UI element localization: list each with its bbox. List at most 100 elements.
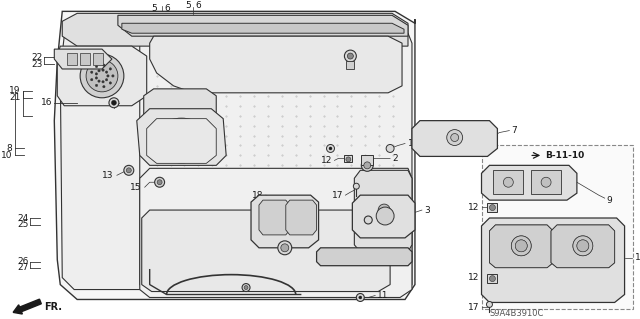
Bar (67, 53, 77, 65)
Text: S9A4B3910C: S9A4B3910C (490, 309, 544, 318)
Polygon shape (144, 89, 216, 140)
Polygon shape (551, 225, 614, 268)
Bar (531, 170, 561, 194)
Circle shape (90, 78, 93, 81)
Text: 3: 3 (424, 205, 429, 215)
Bar (488, 203, 497, 212)
Circle shape (362, 160, 373, 171)
Bar (346, 61, 355, 69)
Polygon shape (286, 200, 317, 235)
Text: 27: 27 (17, 263, 28, 272)
Circle shape (490, 276, 495, 282)
Polygon shape (353, 195, 415, 238)
Circle shape (106, 78, 108, 81)
Text: 24: 24 (17, 213, 28, 223)
Polygon shape (412, 121, 497, 156)
Text: 16: 16 (41, 98, 52, 107)
Circle shape (95, 73, 97, 75)
Text: 13: 13 (102, 171, 114, 180)
Text: 11: 11 (377, 291, 388, 300)
Polygon shape (481, 165, 577, 200)
Text: 17: 17 (468, 303, 479, 312)
Bar (344, 155, 353, 162)
Text: 6: 6 (164, 4, 170, 13)
Text: 16: 16 (362, 44, 374, 53)
Polygon shape (60, 26, 408, 290)
Polygon shape (118, 15, 408, 36)
Text: 10: 10 (1, 151, 13, 160)
Circle shape (107, 75, 109, 77)
Text: 14: 14 (261, 276, 273, 285)
Circle shape (109, 82, 111, 84)
Circle shape (98, 70, 100, 72)
Circle shape (573, 236, 593, 256)
Circle shape (126, 168, 131, 173)
Circle shape (515, 240, 527, 252)
Text: 19: 19 (9, 86, 20, 95)
Polygon shape (140, 33, 412, 292)
Polygon shape (317, 248, 412, 266)
Circle shape (80, 54, 124, 98)
Circle shape (447, 130, 463, 145)
Polygon shape (355, 170, 412, 252)
Polygon shape (490, 225, 553, 268)
Circle shape (386, 145, 394, 152)
Circle shape (364, 162, 371, 169)
Circle shape (102, 81, 104, 83)
Text: 15: 15 (130, 183, 141, 192)
Circle shape (326, 145, 335, 152)
Circle shape (486, 301, 492, 308)
Polygon shape (54, 49, 112, 69)
Text: FR.: FR. (44, 302, 62, 312)
Polygon shape (490, 225, 553, 268)
Text: 2: 2 (392, 154, 397, 163)
Text: 5: 5 (186, 1, 191, 10)
Text: 6: 6 (195, 1, 201, 10)
Polygon shape (141, 210, 390, 292)
Circle shape (353, 183, 359, 189)
Text: 4: 4 (152, 273, 157, 282)
Text: 1: 1 (634, 253, 640, 262)
Circle shape (348, 53, 353, 59)
Circle shape (90, 71, 93, 73)
Circle shape (364, 216, 372, 224)
Bar (488, 274, 497, 283)
Circle shape (112, 75, 114, 77)
Circle shape (157, 180, 162, 185)
Circle shape (515, 240, 527, 252)
Circle shape (346, 157, 351, 162)
Polygon shape (150, 36, 402, 93)
Circle shape (577, 240, 589, 252)
Circle shape (86, 60, 118, 92)
Bar (481, 145, 632, 309)
Circle shape (102, 69, 104, 71)
Circle shape (378, 204, 390, 216)
Bar (80, 53, 90, 65)
Circle shape (451, 134, 459, 142)
Circle shape (329, 147, 332, 150)
Circle shape (111, 100, 116, 105)
Polygon shape (140, 168, 412, 298)
Circle shape (541, 177, 551, 187)
Circle shape (504, 177, 513, 187)
Circle shape (106, 71, 108, 73)
Text: 5: 5 (151, 4, 157, 13)
Circle shape (244, 286, 248, 290)
Text: 22: 22 (31, 53, 42, 62)
Circle shape (95, 77, 97, 79)
Text: 17: 17 (332, 191, 344, 200)
Circle shape (95, 65, 98, 68)
Text: 12: 12 (321, 156, 333, 165)
Polygon shape (251, 195, 319, 248)
Circle shape (98, 80, 100, 82)
Bar (493, 170, 524, 194)
Text: 8: 8 (7, 144, 13, 153)
Text: 23: 23 (31, 60, 42, 69)
FancyArrow shape (13, 299, 42, 314)
Text: 11: 11 (408, 139, 419, 148)
Circle shape (359, 296, 362, 299)
Circle shape (109, 98, 119, 108)
Polygon shape (62, 13, 408, 46)
Text: 26: 26 (17, 257, 28, 266)
Circle shape (577, 240, 589, 252)
